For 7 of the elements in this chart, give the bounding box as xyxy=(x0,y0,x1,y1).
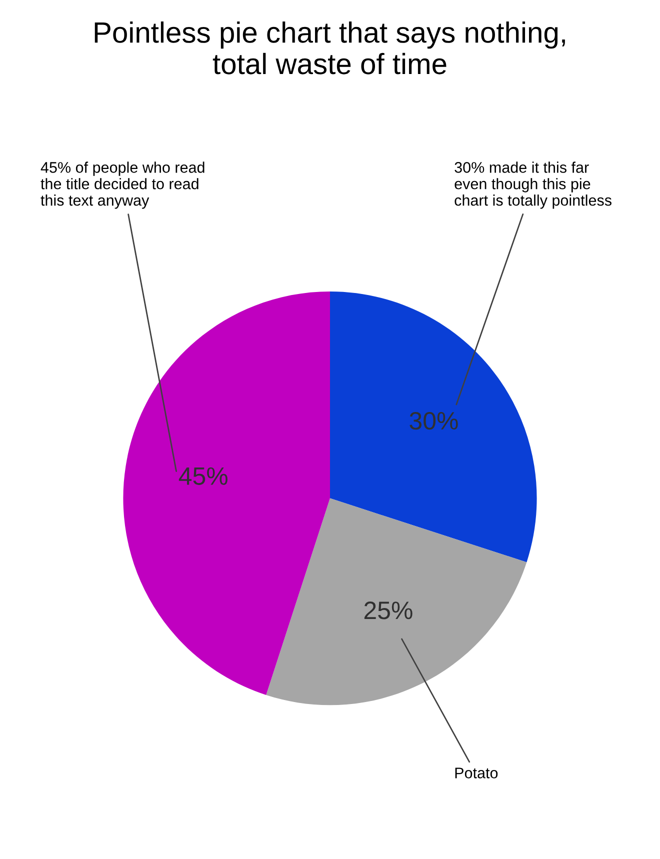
slice-label: Potato xyxy=(455,768,498,778)
slice-label: 30% made it this far even though this pie chart is totally pointless xyxy=(454,162,612,209)
data-label: 45% xyxy=(178,467,228,485)
chart-title: Pointless pie chart that says nothing, total waste of time xyxy=(94,21,565,74)
data-label: 25% xyxy=(364,602,412,620)
slice-label: 45% of people who read the title decided to read this text anyway xyxy=(40,162,204,209)
data-label: 30% xyxy=(410,412,458,430)
